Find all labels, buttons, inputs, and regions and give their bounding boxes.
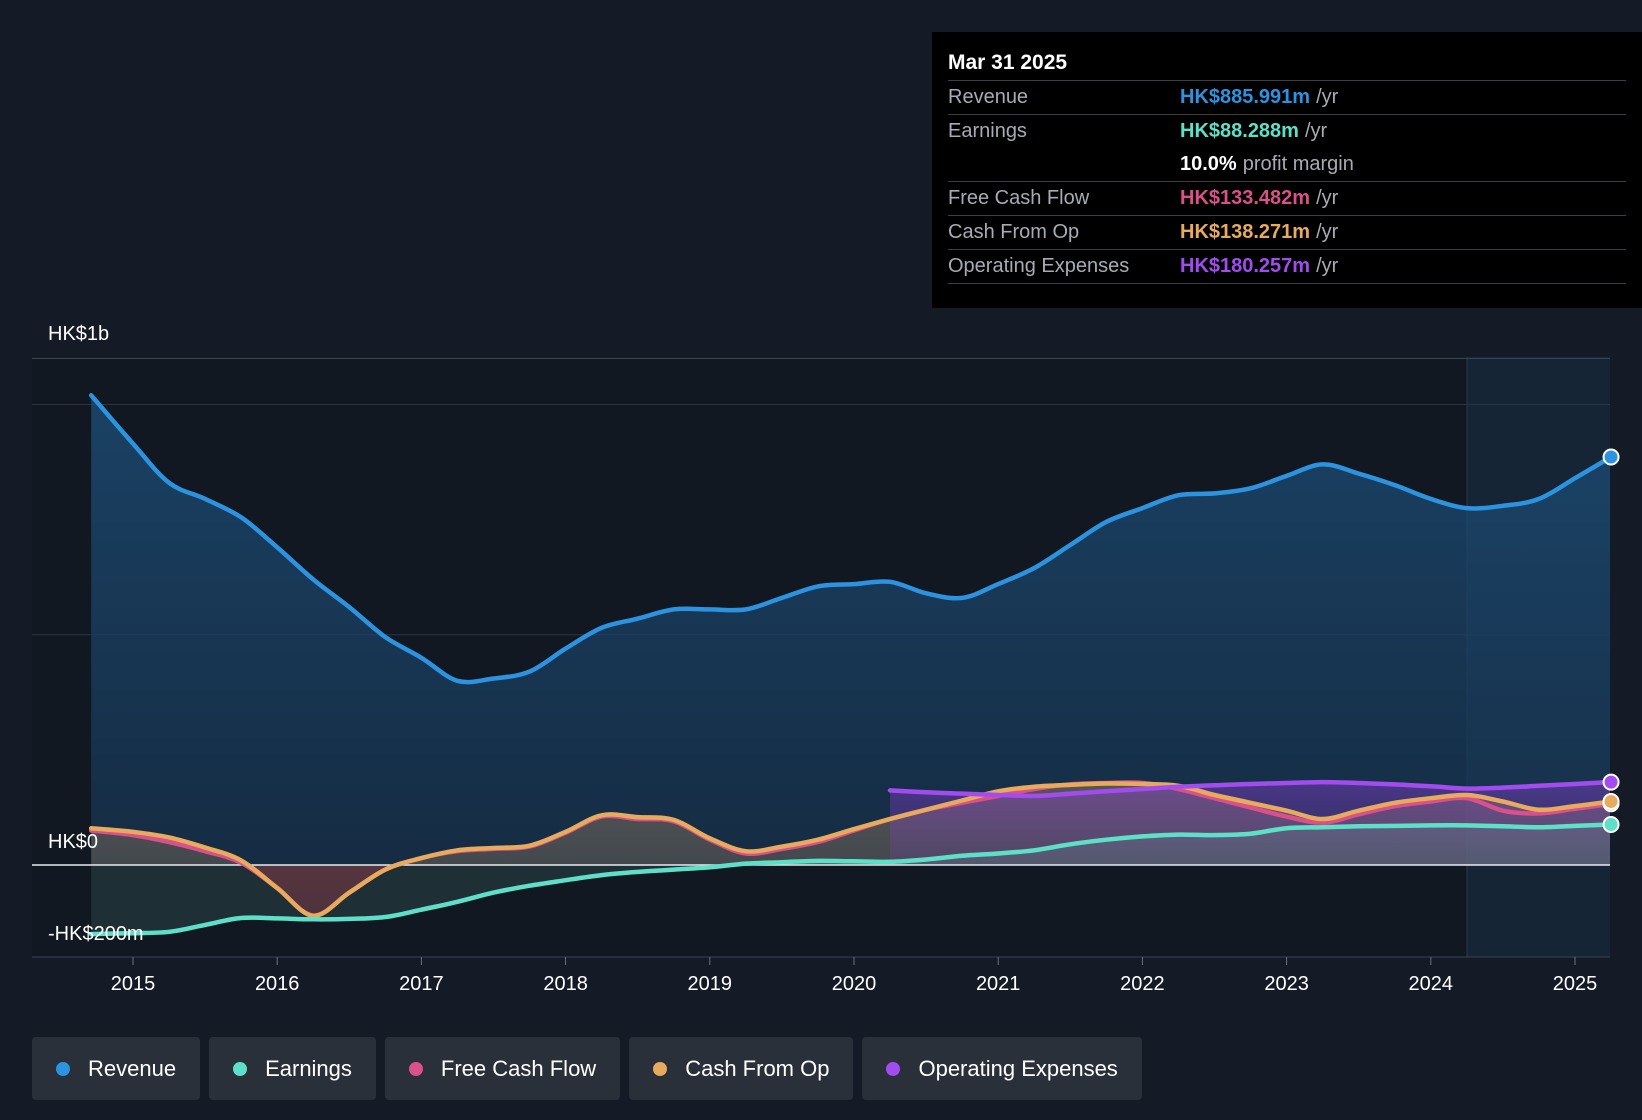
- tooltip-label: Earnings: [948, 120, 1027, 142]
- operating-expenses-end-marker: [1602, 773, 1620, 791]
- tooltip-unit: /yr: [1304, 120, 1328, 142]
- tooltip-row-fcf: Free Cash Flow HK$133.482m /yr: [948, 182, 1626, 216]
- tooltip-label: Revenue: [948, 86, 1029, 108]
- revenue-area: [91, 395, 1610, 865]
- x-tick-label: 2018: [543, 973, 588, 995]
- earnings-line: [88, 822, 1610, 937]
- x-tick-label: 2015: [111, 973, 156, 995]
- tooltip-unit: /yr: [1316, 187, 1339, 209]
- tooltip-row-revenue: Revenue HK$885.991m /yr: [948, 81, 1626, 115]
- legend-item-earnings[interactable]: Earnings: [209, 1037, 376, 1100]
- tooltip-unit: profit margin: [1242, 153, 1354, 175]
- legend-item-free-cash-flow[interactable]: Free Cash Flow: [384, 1037, 621, 1100]
- tooltip-date: Mar 31 2025: [948, 46, 1626, 81]
- legend-item-cash-from-op[interactable]: Cash From Op: [629, 1037, 854, 1100]
- tooltip-unit: /yr: [1316, 255, 1339, 277]
- legend-item-operating-expenses[interactable]: Operating Expenses: [862, 1037, 1142, 1100]
- legend-label: Revenue: [88, 1055, 177, 1081]
- tooltip-row-earnings: Earnings HK$88.288m /yr: [948, 115, 1626, 148]
- legend-label: Operating Expenses: [918, 1055, 1118, 1081]
- x-tick-label: 2023: [1264, 973, 1309, 995]
- data-tooltip: Mar 31 2025 Revenue HK$885.991m /yr Earn…: [932, 32, 1642, 308]
- x-tick-label: 2021: [976, 973, 1021, 995]
- y-tick-label: HK$0: [48, 831, 98, 853]
- revenue-end-marker: [1602, 448, 1620, 466]
- cash-from-op-end-marker: [1602, 792, 1620, 810]
- y-tick-label: -HK$200m: [48, 923, 144, 945]
- tooltip-row-opex: Operating Expenses HK$180.257m /yr: [948, 250, 1626, 284]
- legend-dot-icon: [408, 1061, 423, 1076]
- x-tick-label: 2016: [255, 973, 300, 995]
- tooltip-label: Free Cash Flow: [948, 187, 1090, 209]
- earnings-area: [91, 824, 1610, 935]
- earnings-end-marker: [1602, 815, 1620, 833]
- tooltip-value: HK$133.482m: [1180, 187, 1311, 209]
- series-lines: [88, 393, 1610, 937]
- tooltip-value: HK$138.271m: [1180, 221, 1311, 243]
- tooltip-value: HK$885.991m: [1180, 86, 1311, 108]
- x-tick-label: 2025: [1553, 973, 1598, 995]
- legend-dot-icon: [233, 1061, 248, 1076]
- x-axis-labels: 2015 2016 2017 2018 2019 2020 2021 2022 2023 2024…: [111, 957, 1598, 995]
- x-tick-label: 2019: [688, 973, 733, 995]
- y-axis-labels: HK$1b HK$0 -HK$200m: [48, 323, 144, 945]
- chart-legend: Revenue Earnings Free Cash Flow Cash Fro…: [32, 1037, 1142, 1100]
- revenue-line: [88, 393, 1610, 685]
- operating-expenses-line: [887, 779, 1610, 799]
- tooltip-unit: /yr: [1316, 86, 1339, 108]
- tooltip-row-cfo: Cash From Op HK$138.271m /yr: [948, 216, 1626, 250]
- tooltip-label: Cash From Op: [948, 221, 1080, 243]
- series-end-markers: [1602, 448, 1620, 833]
- y-tick-label: HK$1b: [48, 323, 109, 345]
- legend-label: Cash From Op: [685, 1055, 830, 1081]
- x-tick-label: 2024: [1409, 973, 1454, 995]
- x-tick-label: 2022: [1120, 973, 1165, 995]
- x-tick-label: 2017: [399, 973, 444, 995]
- tooltip-value: HK$180.257m: [1180, 255, 1311, 277]
- tooltip-value: 10.0%: [1180, 153, 1237, 175]
- tooltip-label: Operating Expenses: [948, 255, 1130, 277]
- tooltip-row-margin: 10.0% profit margin: [948, 148, 1626, 182]
- legend-label: Free Cash Flow: [440, 1055, 597, 1081]
- legend-dot-icon: [653, 1061, 668, 1076]
- tooltip-value: HK$88.288m: [1180, 120, 1299, 142]
- legend-label: Earnings: [265, 1055, 352, 1081]
- tooltip-unit: /yr: [1316, 221, 1339, 243]
- legend-item-revenue[interactable]: Revenue: [32, 1037, 201, 1100]
- x-tick-label: 2020: [832, 973, 877, 995]
- tooltip-label: [948, 148, 1180, 181]
- legend-dot-icon: [56, 1061, 70, 1076]
- cash-from-op-line: [88, 781, 1610, 918]
- legend-dot-icon: [886, 1061, 901, 1076]
